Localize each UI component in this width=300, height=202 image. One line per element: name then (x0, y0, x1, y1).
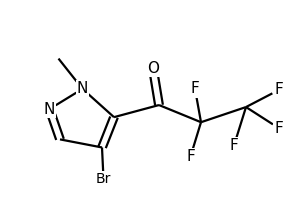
Text: F: F (274, 82, 284, 97)
Text: N: N (44, 102, 55, 117)
Text: O: O (147, 61, 159, 76)
Text: F: F (186, 149, 195, 164)
Text: N: N (77, 81, 88, 96)
Text: F: F (230, 138, 238, 153)
Text: F: F (190, 81, 200, 96)
Text: Br: Br (96, 172, 111, 186)
Text: F: F (274, 121, 284, 136)
